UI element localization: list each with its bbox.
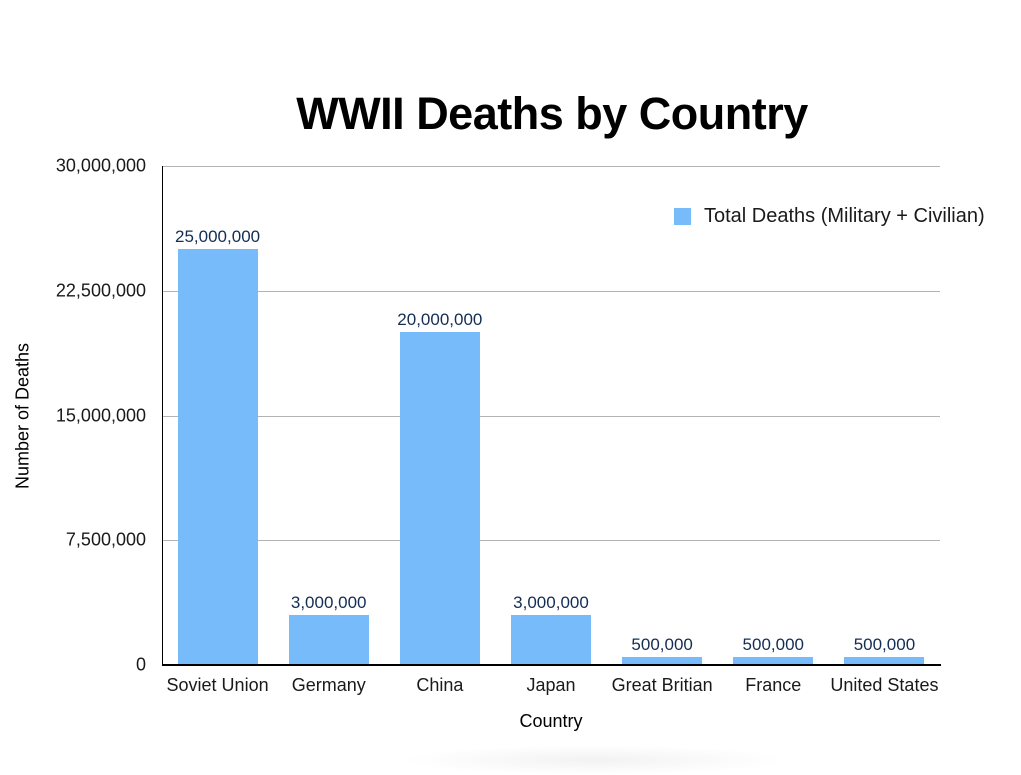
bar-value-label: 3,000,000 bbox=[513, 593, 589, 613]
bar bbox=[177, 249, 258, 665]
bar bbox=[844, 656, 925, 665]
legend: Total Deaths (Military + Civilian) bbox=[674, 205, 985, 228]
bar bbox=[511, 615, 591, 665]
x-tick-label: China bbox=[416, 675, 464, 695]
gridline bbox=[162, 166, 940, 167]
bar-value-label: 20,000,000 bbox=[397, 310, 483, 330]
bar-value-label: 500,000 bbox=[742, 634, 805, 654]
bar bbox=[733, 656, 814, 665]
y-tick-label: 0 bbox=[135, 654, 146, 675]
gridline bbox=[162, 415, 940, 417]
plot-area: 25,000,000 3,000,000 20,000,000 3,000,000 50… bbox=[162, 166, 941, 666]
y-axis-title: Number of Deaths bbox=[12, 342, 33, 490]
bar bbox=[399, 332, 480, 665]
x-tick-label: Great Britian bbox=[611, 675, 713, 695]
gridline bbox=[162, 290, 940, 292]
chart-title: WWII Deaths by Country bbox=[296, 88, 808, 139]
legend-swatch-icon bbox=[674, 208, 691, 225]
gridline bbox=[162, 540, 940, 542]
x-tick-label: Soviet Union bbox=[166, 675, 269, 695]
x-axis-title: Country bbox=[519, 711, 583, 731]
y-tick-label: 7,500,000 bbox=[65, 529, 146, 550]
x-axis-line bbox=[162, 664, 941, 666]
bar bbox=[622, 656, 703, 665]
x-tick-label: Germany bbox=[291, 675, 366, 695]
x-tick-label: Japan bbox=[526, 675, 576, 695]
bar-value-label: 500,000 bbox=[853, 634, 916, 654]
legend-label: Total Deaths (Military + Civilian) bbox=[704, 205, 985, 227]
x-tick-label: France bbox=[745, 675, 802, 695]
bar-value-label: 3,000,000 bbox=[290, 593, 367, 613]
y-tick-label: 15,000,000 bbox=[55, 405, 146, 425]
decorative-shadow bbox=[400, 745, 790, 775]
y-axis-line bbox=[162, 166, 163, 666]
bar-value-label: 25,000,000 bbox=[175, 227, 261, 247]
x-tick-label: United States bbox=[830, 675, 939, 695]
bar-value-label: 500,000 bbox=[631, 634, 693, 654]
bar bbox=[288, 615, 369, 665]
y-tick-label: 22,500,000 bbox=[55, 280, 146, 301]
y-tick-label: 30,000,000 bbox=[55, 155, 146, 176]
